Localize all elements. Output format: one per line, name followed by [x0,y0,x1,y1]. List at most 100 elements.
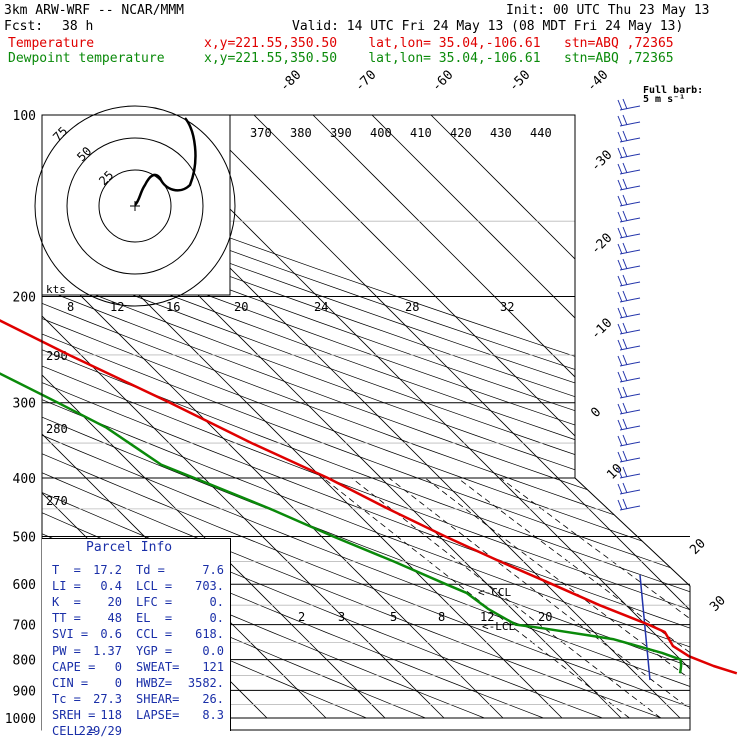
wind-barb-flag [617,371,623,383]
parcel-info-cell: 121 [202,659,224,674]
isotherm [194,115,690,719]
wind-barb-flag [622,466,628,478]
wind-barb-flag [617,243,623,255]
parcel-info-cell: 17.2 [93,563,122,577]
parcel-info-cell: T = [52,563,81,577]
wind-barb [619,297,641,303]
model-title: 3km ARW-WRF -- NCAR/MMM [4,3,185,18]
theta-e-label: 420 [450,126,472,140]
pressure-tick-label: 700 [13,619,36,634]
parcel-info-cell: 27.3 [93,691,122,706]
parcel-info-cell: LAPSE= [136,707,180,722]
barb-legend-title: Full barb: [643,85,704,96]
parcel-info-cell: 8.3 [202,707,224,722]
mixing-ratio-label: 2 [298,610,305,624]
temperature-line [0,319,738,675]
wind-barb [619,281,641,287]
isotherm [312,115,690,719]
parcel-info-cell: LFC = [136,595,173,610]
wind-barb-flag [617,355,623,367]
theta-e-label: 380 [290,126,312,140]
theta-e-label: 390 [330,126,352,140]
parcel-info-cell: EL = [136,611,173,626]
wind-barb-flag [622,450,628,462]
isotherm-label: 0 [588,405,604,421]
parcel-info-cell: 0.4 [100,579,122,594]
isotherm-label: -80 [277,68,304,95]
isotherm [253,115,690,719]
isotherm-label: 10 [604,461,626,483]
wind-barb [619,169,641,175]
parcel-info-cell: 7.6 [202,563,224,577]
wind-barb-flag [622,178,628,190]
temperature-location: x,y=221.55,350.50 lat,lon= 35.04,-106.61… [204,36,674,51]
parcel-info-cell: PW = [52,643,81,658]
pressure-tick-label: 400 [13,472,36,487]
parcel-info-cell: 0.0 [202,643,224,658]
parcel-info-cell: 48 [107,611,122,626]
wind-barb-flag [622,210,628,222]
pressure-tick-label: 300 [13,397,36,412]
wind-barb-flag [622,194,628,206]
dry-adiabat-label: 280 [46,422,68,436]
wind-barb-flag [617,387,623,399]
wind-barb [619,361,641,367]
wind-barb-flag [622,162,628,174]
pressure-tick-label: 900 [13,684,36,699]
wind-barb-flag [622,434,628,446]
parcel-info-cell: 703. [195,579,224,594]
wind-barb-flag [622,242,628,254]
isotherm-label: 30 [707,593,729,615]
wind-barb-flag [622,146,628,158]
wind-barb-flag [622,418,628,430]
wind-barb-flag [617,499,623,511]
wind-barb-flag [622,354,628,366]
wind-barb-flag [617,435,623,447]
wind-barb [619,121,641,127]
dry-adiabat-label: 290 [46,349,68,363]
forecast-hour: 38 h [62,19,94,34]
isotherm-label: 20 [687,536,709,558]
wind-barb-flag [617,419,623,431]
ccl-marker: <-CCL [478,586,511,599]
wind-barb-flag [617,115,623,127]
parcel-info-cell: 0.6 [100,627,122,642]
hodograph-trace [134,117,197,206]
temperature-legend: Temperature [8,36,95,51]
wind-barb-flag [617,163,623,175]
dewpoint-line [0,372,683,674]
parcel-info-cell: SWEAT= [136,659,180,674]
wind-barb-flag [622,386,628,398]
wind-barb [619,313,641,319]
wind-barb-flag [622,370,628,382]
wind-barb [619,489,641,495]
hodograph-units: kts [46,283,66,296]
wind-barb [619,345,641,351]
parcel-info-cell: SREH = [52,707,96,722]
theta-e-label: 370 [250,126,272,140]
wind-barb-flag [622,226,628,238]
parcel-info-cell: 0 [114,675,122,690]
parcel-info-cell: 1.37 [93,643,122,658]
wind-barb-column [617,98,651,681]
parcel-info-cell: 0. [209,595,224,610]
parcel-info-cell: CELL = [52,724,96,738]
init-time: Init: 00 UTC Thu 23 May 13 [506,3,710,18]
pressure-tick-label: 100 [13,109,36,124]
wind-barb-flag [622,498,628,510]
mixing-ratio-label: 12 [480,610,494,624]
wind-barb-flag [617,211,623,223]
parcel-info-cell: Tc = [52,691,81,706]
wind-barb [619,377,641,383]
wind-barb-flag [617,339,623,351]
mixing-ratio-label: 12 [110,300,124,314]
wind-barb-flag [622,402,628,414]
parcel-info-cell: 118 [100,707,122,722]
wind-barb [619,473,641,479]
parcel-info-cell: 20 [107,595,122,610]
wind-barb [619,265,641,271]
valid-time: Valid: 14 UTC Fri 24 May 13 (08 MDT Fri … [292,19,684,34]
isotherm-label: -20 [588,231,615,258]
barb-legend-units: 5 m s⁻¹ [643,94,686,105]
mixing-ratio-label: 8 [67,300,74,314]
